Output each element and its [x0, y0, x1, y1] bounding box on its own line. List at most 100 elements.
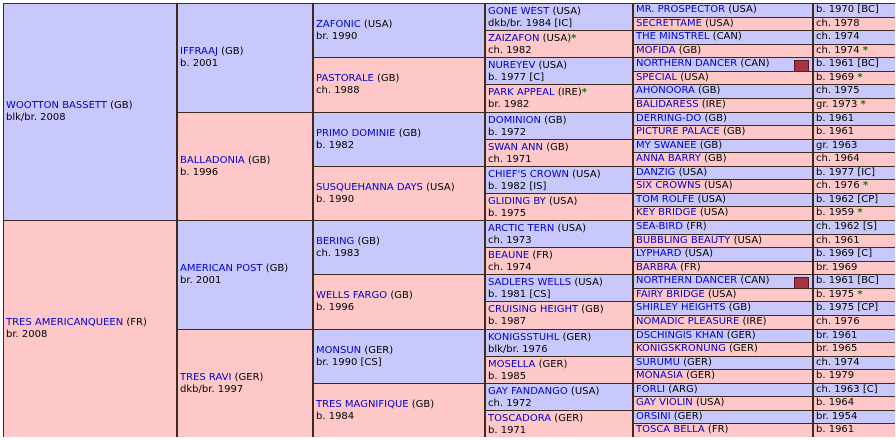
horse-details: ch. 1961	[816, 235, 860, 246]
horse-name-link[interactable]: MR. PROSPECTOR	[636, 4, 726, 15]
horse-details: br. 1961	[816, 330, 858, 341]
horse-name-link[interactable]: DANZIG	[636, 167, 676, 178]
horse-name-link[interactable]: MONASIA	[636, 370, 683, 381]
gen5-horse-cell: BALIDARESS (IRE)	[634, 99, 812, 112]
horse-name-link[interactable]: WELLS FARGO	[316, 290, 388, 301]
horse-name-link[interactable]: NORTHERN DANCER	[636, 275, 738, 286]
horse-country: (GB)	[704, 113, 727, 124]
horse-name-link[interactable]: SPECIAL	[636, 72, 678, 83]
horse-name-link[interactable]: TOM ROLFE	[636, 194, 695, 205]
horse-name-link[interactable]: MOSELLA	[488, 359, 536, 370]
gen5-details-cell: ch. 1974	[814, 31, 895, 44]
horse-name-line: TRES MAGNIFIQUE (GB)	[316, 399, 482, 411]
gen5-horse-cell: AHONOORA (GB)	[634, 85, 812, 98]
horse-name-link[interactable]: SHIRLEY HEIGHTS	[636, 302, 726, 313]
horse-name-line: WOOTTON BASSETT (GB)	[6, 100, 174, 112]
horse-name-link[interactable]: PRIMO DOMINIE	[316, 127, 396, 139]
horse-details: ch. 1988	[316, 85, 360, 96]
horse-name-link[interactable]: SURUMU	[636, 357, 680, 368]
horse-name-line: KEY BRIDGE (USA)	[636, 207, 810, 219]
horse-name-link[interactable]: KONIGSSTUHL	[488, 332, 560, 343]
horse-name-link[interactable]: WOOTTON BASSETT	[6, 100, 107, 111]
horse-name-link[interactable]: TRES RAVI	[180, 371, 232, 383]
horse-name-link[interactable]: KONIGSKRONUNG	[636, 343, 726, 354]
horse-name-link[interactable]: TRES AMERICANQUEEN	[6, 317, 124, 328]
horse-name-link[interactable]: DSCHINGIS KHAN	[636, 330, 724, 341]
horse-name-link[interactable]: GAY VIOLIN	[636, 397, 693, 408]
horse-name-link[interactable]: DERRING-DO	[636, 113, 702, 124]
gen5-horse-cell: MONASIA (GER)	[634, 370, 812, 383]
horse-country: (USA)	[680, 72, 709, 83]
horse-details: ch. 1973	[488, 235, 532, 246]
horse-name-link[interactable]: BALIDARESS	[636, 99, 699, 110]
horse-country: (USA)	[728, 4, 757, 15]
horse-name-link[interactable]: FAIRY BRIDGE	[636, 289, 705, 300]
horse-name-link[interactable]: SWAN ANN	[488, 142, 543, 153]
horse-name-link[interactable]: BERING	[316, 235, 355, 247]
horse-details: br. 2008	[6, 329, 48, 340]
horse-name-link[interactable]: SADLERS WELLS	[488, 277, 572, 288]
horse-country: (GB)	[110, 100, 133, 111]
horse-name-link[interactable]: KEY BRIDGE	[636, 207, 697, 218]
horse-name-link[interactable]: GONE WEST	[488, 6, 550, 17]
horse-name-link[interactable]: SIX CROWNS	[636, 180, 701, 191]
horse-name-link[interactable]: ANNA BARRY	[636, 153, 701, 164]
gen5-details-cell: br. 1954	[814, 411, 895, 423]
horse-name-link[interactable]: NUREYEV	[488, 60, 536, 71]
horse-name-link[interactable]: NORTHERN DANCER	[636, 58, 738, 69]
horse-name-link[interactable]: CRUISING HEIGHT	[488, 304, 579, 315]
horse-name-link[interactable]: MOFIDA	[636, 45, 676, 56]
horse-name-link[interactable]: GLIDING BY	[488, 196, 546, 207]
horse-name-link[interactable]: BALLADONIA	[180, 154, 245, 166]
gen2-horse-cell: AMERICAN POST (GB) br. 2001	[178, 221, 312, 329]
horse-name-link[interactable]: IFFRAAJ	[180, 46, 218, 57]
horse-name-link[interactable]: BUBBLING BEAUTY	[636, 235, 731, 246]
gen5-horse-cell: FAIRY BRIDGE (USA)	[634, 289, 812, 301]
horse-country: (GB)	[698, 85, 721, 96]
horse-name-link[interactable]: BEAUNE	[488, 250, 530, 261]
horse-details: ch. 1972	[488, 398, 532, 409]
gen5-horse-cell: NORTHERN DANCER (CAN)	[634, 58, 812, 71]
horse-name-line: FAIRY BRIDGE (USA)	[636, 289, 810, 301]
horse-name-line: NORTHERN DANCER (CAN)	[636, 58, 810, 70]
horse-name-link[interactable]: CHIEF'S CROWN	[488, 169, 569, 180]
horse-name-link[interactable]: AMERICAN POST	[180, 263, 263, 274]
horse-country: (USA)	[570, 386, 600, 397]
horse-name-link[interactable]: MONSUN	[316, 344, 362, 356]
horse-name-link[interactable]: DOMINION	[488, 115, 541, 126]
horse-name-line: SADLERS WELLS (USA)	[488, 277, 630, 289]
horse-details: b. 1996	[180, 166, 219, 178]
horse-name-link[interactable]: ORSINI	[636, 411, 671, 422]
horse-name-link[interactable]: TOSCA BELLA	[636, 424, 705, 435]
horse-name-line: NORTHERN DANCER (CAN)	[636, 275, 810, 287]
horse-country: (USA)	[552, 6, 581, 17]
horse-name-link[interactable]: LYPHARD	[636, 248, 682, 259]
horse-name-link[interactable]: NOMADIC PLEASURE	[636, 316, 740, 327]
gen5-horse-cell: GAY VIOLIN (USA)	[634, 397, 812, 410]
horse-name-link[interactable]: BARBRA	[636, 262, 677, 273]
horse-name-link[interactable]: MY SWANEE	[636, 140, 697, 151]
horse-name-link[interactable]: PARK APPEAL	[488, 87, 555, 98]
horse-name-link[interactable]: PICTURE PALACE	[636, 126, 720, 137]
horse-country: (GB)	[704, 153, 727, 164]
horse-name-link[interactable]: FORLI	[636, 384, 666, 395]
horse-name-link[interactable]: GAY FANDANGO	[488, 386, 568, 397]
horse-name-link[interactable]: SECRETTAME	[636, 18, 702, 29]
horse-details: b. 1975	[816, 289, 855, 300]
horse-details: ch. 1976	[816, 180, 860, 191]
horse-name-line: AHONOORA (GB)	[636, 85, 810, 97]
horse-details: b. 1962 [CP]	[816, 194, 879, 205]
horse-name-link[interactable]: THE MINSTREL	[636, 31, 710, 42]
horse-name-link[interactable]: ZAIZAFON	[488, 33, 540, 44]
horse-details: ch. 1975	[816, 85, 860, 96]
horse-name-link[interactable]: TOSCADORA	[488, 413, 552, 424]
horse-name-link[interactable]: ARCTIC TERN	[488, 223, 555, 234]
horse-name-link[interactable]: SEA-BIRD	[636, 221, 683, 232]
horse-name-link[interactable]: PASTORALE	[316, 73, 374, 84]
horse-name-link[interactable]: AHONOORA	[636, 85, 695, 96]
horse-details: ch. 1976	[816, 316, 860, 327]
horse-name-link[interactable]: SUSQUEHANNA DAYS	[316, 181, 423, 193]
horse-name-link[interactable]: TRES MAGNIFIQUE	[316, 398, 409, 410]
horse-name-link[interactable]: ZAFONIC	[316, 18, 361, 30]
horse-country: (USA)	[705, 18, 734, 29]
